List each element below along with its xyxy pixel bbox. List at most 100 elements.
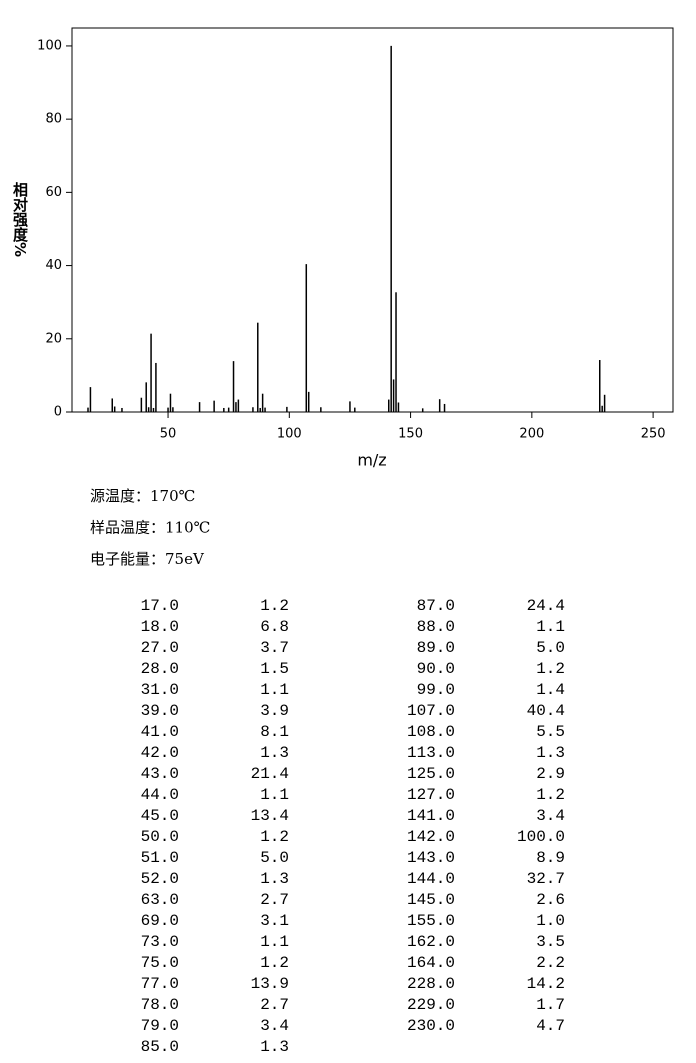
mz-cell: 144.0	[407, 870, 455, 888]
mz-cell: 108.0	[407, 723, 455, 741]
intensity-cell: 4.7	[536, 1017, 565, 1035]
mz-cell: 143.0	[407, 849, 455, 867]
y-axis-label: 相对强度%	[11, 182, 29, 258]
intensity-cell: 1.0	[536, 912, 565, 930]
mz-cell: 79.0	[141, 1017, 179, 1035]
intensity-cell: 5.5	[536, 723, 565, 741]
mz-cell: 18.0	[141, 618, 179, 636]
mz-cell: 28.0	[141, 660, 179, 678]
mz-cell: 50.0	[141, 828, 179, 846]
intensity-cell: 14.2	[527, 975, 565, 993]
mz-cell: 77.0	[141, 975, 179, 993]
mz-cell: 155.0	[407, 912, 455, 930]
mz-cell: 145.0	[407, 891, 455, 909]
mz-cell: 99.0	[417, 681, 455, 699]
intensity-cell: 13.4	[251, 807, 289, 825]
x-tick-label: 250	[641, 427, 666, 442]
mz-cell: 73.0	[141, 933, 179, 951]
intensity-cell: 13.9	[251, 975, 289, 993]
intensity-cell: 3.1	[260, 912, 289, 930]
y-tick-label: 60	[45, 185, 62, 200]
intensity-cell: 1.1	[536, 618, 565, 636]
y-tick-label: 20	[45, 331, 62, 346]
intensity-cell: 2.6	[536, 891, 565, 909]
intensity-cell: 2.9	[536, 765, 565, 783]
intensity-cell: 3.7	[260, 639, 289, 657]
x-tick-label: 50	[160, 427, 177, 442]
intensity-cell: 1.2	[536, 786, 565, 804]
x-tick-label: 200	[519, 427, 544, 442]
intensity-cell: 2.7	[260, 891, 289, 909]
intensity-cell: 1.1	[260, 681, 289, 699]
intensity-cell: 1.2	[260, 828, 289, 846]
intensity-cell: 1.2	[260, 954, 289, 972]
mz-cell: 51.0	[141, 849, 179, 867]
mz-cell: 125.0	[407, 765, 455, 783]
mz-cell: 78.0	[141, 996, 179, 1014]
intensity-cell: 1.2	[260, 597, 289, 615]
intensity-cell: 5.0	[536, 639, 565, 657]
info-line: 样品温度：110℃	[90, 519, 210, 537]
mz-cell: 228.0	[407, 975, 455, 993]
intensity-cell: 8.1	[260, 723, 289, 741]
x-tick-label: 150	[398, 427, 423, 442]
mz-cell: 41.0	[141, 723, 179, 741]
mz-cell: 17.0	[141, 597, 179, 615]
intensity-cell: 1.2	[536, 660, 565, 678]
x-tick-label: 100	[277, 427, 302, 442]
mz-cell: 87.0	[417, 597, 455, 615]
x-axis-label: m/z	[357, 451, 386, 470]
intensity-cell: 32.7	[527, 870, 565, 888]
intensity-cell: 1.3	[260, 870, 289, 888]
intensity-cell: 3.4	[260, 1017, 289, 1035]
y-tick-label: 80	[45, 112, 62, 127]
intensity-cell: 5.0	[260, 849, 289, 867]
mz-cell: 142.0	[407, 828, 455, 846]
intensity-cell: 3.4	[536, 807, 565, 825]
mz-cell: 229.0	[407, 996, 455, 1014]
intensity-cell: 3.5	[536, 933, 565, 951]
intensity-cell: 6.8	[260, 618, 289, 636]
y-tick-label: 40	[45, 258, 62, 273]
mz-cell: 230.0	[407, 1017, 455, 1035]
mz-cell: 127.0	[407, 786, 455, 804]
mz-cell: 39.0	[141, 702, 179, 720]
y-tick-label: 0	[54, 405, 62, 420]
info-line: 源温度：170℃	[90, 487, 195, 505]
mz-cell: 27.0	[141, 639, 179, 657]
mz-cell: 75.0	[141, 954, 179, 972]
intensity-cell: 1.1	[260, 786, 289, 804]
mz-cell: 85.0	[141, 1038, 179, 1056]
intensity-cell: 1.3	[260, 744, 289, 762]
mz-cell: 164.0	[407, 954, 455, 972]
intensity-cell: 24.4	[527, 597, 565, 615]
intensity-cell: 2.7	[260, 996, 289, 1014]
mz-cell: 63.0	[141, 891, 179, 909]
intensity-cell: 3.9	[260, 702, 289, 720]
intensity-cell: 40.4	[527, 702, 565, 720]
intensity-cell: 8.9	[536, 849, 565, 867]
intensity-cell: 1.5	[260, 660, 289, 678]
intensity-cell: 1.1	[260, 933, 289, 951]
mz-cell: 44.0	[141, 786, 179, 804]
info-line: 电子能量：75eV	[90, 550, 205, 568]
intensity-cell: 1.3	[260, 1038, 289, 1056]
intensity-cell: 2.2	[536, 954, 565, 972]
plot-frame	[71, 27, 674, 413]
mz-cell: 113.0	[407, 744, 455, 762]
mz-cell: 89.0	[417, 639, 455, 657]
mz-cell: 31.0	[141, 681, 179, 699]
mz-cell: 42.0	[141, 744, 179, 762]
intensity-cell: 100.0	[517, 828, 565, 846]
mz-cell: 88.0	[417, 618, 455, 636]
mz-cell: 69.0	[141, 912, 179, 930]
mz-cell: 45.0	[141, 807, 179, 825]
intensity-cell: 1.7	[536, 996, 565, 1014]
mz-cell: 141.0	[407, 807, 455, 825]
y-tick-label: 100	[37, 38, 62, 53]
intensity-cell: 21.4	[251, 765, 289, 783]
mz-cell: 90.0	[417, 660, 455, 678]
mz-cell: 43.0	[141, 765, 179, 783]
